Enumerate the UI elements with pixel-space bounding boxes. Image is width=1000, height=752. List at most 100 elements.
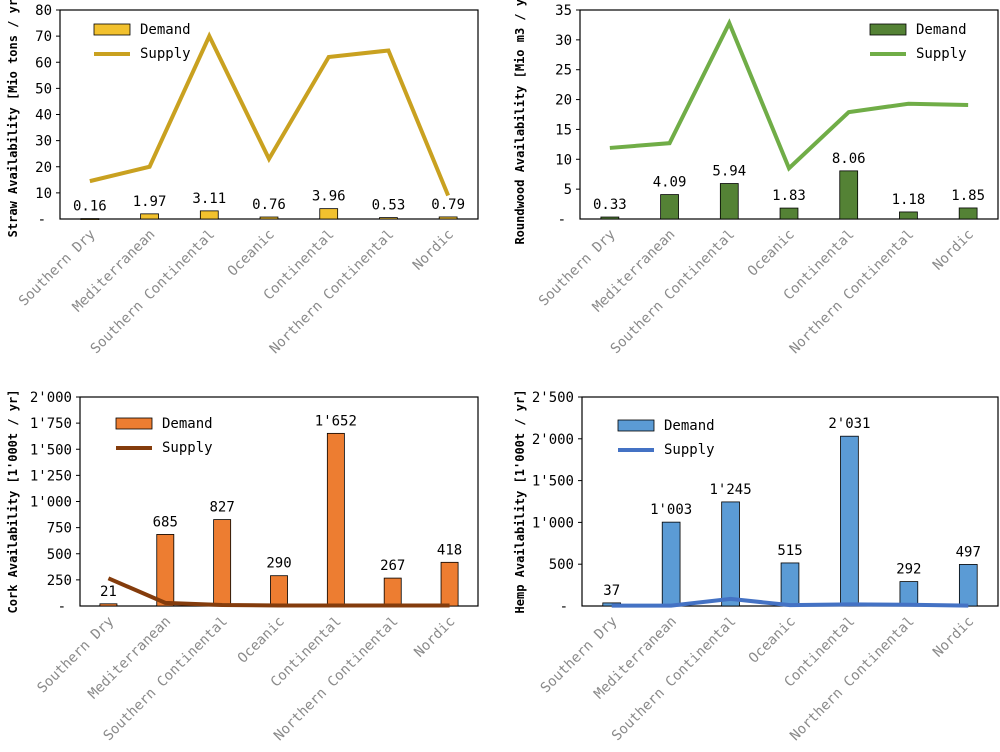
data-label: 37 [603, 583, 620, 599]
data-label: 4.09 [653, 175, 687, 191]
data-label: 1.85 [951, 188, 985, 204]
demand-bar [99, 603, 118, 607]
legend-demand-label: Demand [162, 416, 213, 432]
y-tick-label: 750 [47, 521, 72, 537]
category-label: Oceanic [745, 227, 798, 280]
demand-bar [958, 564, 978, 607]
y-tick-label: 1'750 [30, 416, 72, 432]
y-zero-dash: - [38, 212, 46, 228]
data-label: 515 [777, 543, 802, 559]
legend-supply-label: Supply [664, 442, 715, 458]
category-label: Southern Continental [608, 227, 739, 358]
data-label: 1'652 [315, 413, 357, 429]
demand-bar [899, 581, 919, 607]
demand-bar [721, 501, 740, 607]
y-tick-label: 80 [35, 3, 52, 19]
data-label: 418 [437, 542, 462, 558]
y-tick-label: 15 [555, 122, 572, 138]
y-zero-dash: - [58, 599, 66, 615]
data-label: 1.97 [133, 194, 167, 210]
data-label: 497 [956, 544, 981, 560]
category-label: Southern Continental [88, 227, 219, 358]
y-tick-label: 1'500 [30, 442, 72, 458]
legend-demand-swatch [617, 419, 655, 432]
demand-bar [156, 534, 175, 607]
y-tick-label: 35 [555, 3, 572, 19]
y-zero-dash: - [558, 212, 566, 228]
demand-bar [780, 562, 800, 607]
demand-bar [839, 170, 859, 220]
y-tick-label: 2'000 [30, 390, 72, 406]
data-label: 2'031 [828, 416, 870, 432]
data-label: 1'003 [650, 502, 692, 518]
demand-bar [270, 575, 288, 607]
demand-bar [213, 519, 232, 607]
data-label: 0.53 [372, 198, 406, 214]
category-label: Oceanic [235, 614, 288, 667]
category-label: Nordic [930, 227, 977, 274]
demand-bar [259, 216, 279, 220]
data-label: 8.06 [832, 151, 866, 167]
y-tick-label: 20 [555, 93, 572, 109]
demand-bar [958, 207, 978, 220]
y-axis-label: Roundwood Availability [Mio m3 / yr] [513, 0, 527, 245]
data-label: 0.16 [73, 199, 107, 215]
legend-demand-swatch [93, 23, 131, 36]
straw-chart-panel: 10 20 30 40 50 60 70 80 - Straw Availability [Mio… [0, 0, 500, 376]
data-label: 1'245 [709, 482, 751, 498]
category-label: Nordic [410, 227, 457, 274]
data-label: 0.76 [252, 197, 286, 213]
y-zero-dash: - [560, 599, 568, 615]
y-tick-label: 500 [47, 547, 72, 563]
y-tick-label: 1'000 [532, 515, 574, 531]
demand-bar [719, 183, 739, 220]
legend-demand-label: Demand [916, 22, 967, 38]
supply-line [609, 18, 969, 172]
y-tick-label: 30 [35, 134, 52, 150]
demand-bar [326, 432, 345, 607]
category-label: Oceanic [746, 614, 799, 667]
data-label: 827 [209, 500, 234, 516]
cork-chart: 250 500 750 1'000 1'250 1'500 1'750 2'000 - Cork … [6, 390, 479, 744]
roundwood-chart: 5 10 15 20 25 30 35 - Roundwood Availability [Mi… [513, 0, 999, 358]
demand-bar [80, 218, 100, 220]
data-label: 290 [266, 556, 291, 572]
y-tick-label: 20 [35, 160, 52, 176]
category-label: Northern Continental [787, 614, 918, 745]
roundwood-chart-panel: 5 10 15 20 25 30 35 - Roundwood Availability [Mi… [500, 0, 1000, 376]
data-label: 1.18 [892, 192, 926, 208]
demand-bar [199, 210, 219, 220]
y-tick-label: 30 [555, 33, 572, 49]
hemp-chart-panel: 500 1'000 1'500 2'000 2'500 - Hemp Availabilit… [500, 376, 1000, 752]
legend-demand-swatch [869, 23, 907, 36]
legend-supply-label: Supply [140, 46, 191, 62]
demand-bar [661, 521, 681, 607]
demand-bar [383, 577, 402, 607]
category-label: Northern Continental [787, 227, 918, 358]
y-tick-label: 40 [35, 108, 52, 124]
y-tick-label: 10 [555, 152, 572, 168]
y-tick-label: 2'500 [532, 390, 574, 406]
y-tick-label: 50 [35, 81, 52, 97]
hemp-chart: 500 1'000 1'500 2'000 2'500 - Hemp Availabilit… [513, 390, 999, 745]
demand-bar [440, 561, 459, 607]
y-axis-label: Hemp Availability [1'000t / yr] [513, 390, 527, 614]
category-label: Southern Continental [609, 614, 740, 745]
data-label: 3.11 [192, 191, 226, 207]
demand-bar [779, 207, 799, 220]
y-tick-label: 2'000 [532, 432, 574, 448]
legend-demand-swatch [115, 417, 153, 430]
data-label: 685 [153, 514, 178, 530]
data-label: 292 [896, 562, 921, 578]
demand-bar [319, 208, 339, 220]
y-tick-label: 500 [549, 557, 574, 573]
data-label: 267 [380, 558, 405, 574]
y-tick-label: 60 [35, 55, 52, 71]
legend-supply-label: Supply [916, 46, 967, 62]
y-axis-label: Cork Availability [1'000t / yr] [6, 390, 20, 614]
data-label: 5.94 [712, 164, 746, 180]
y-tick-label: 1'000 [30, 495, 72, 511]
demand-bar [840, 435, 859, 607]
data-label: 3.96 [312, 189, 346, 205]
data-label: 21 [100, 584, 117, 600]
